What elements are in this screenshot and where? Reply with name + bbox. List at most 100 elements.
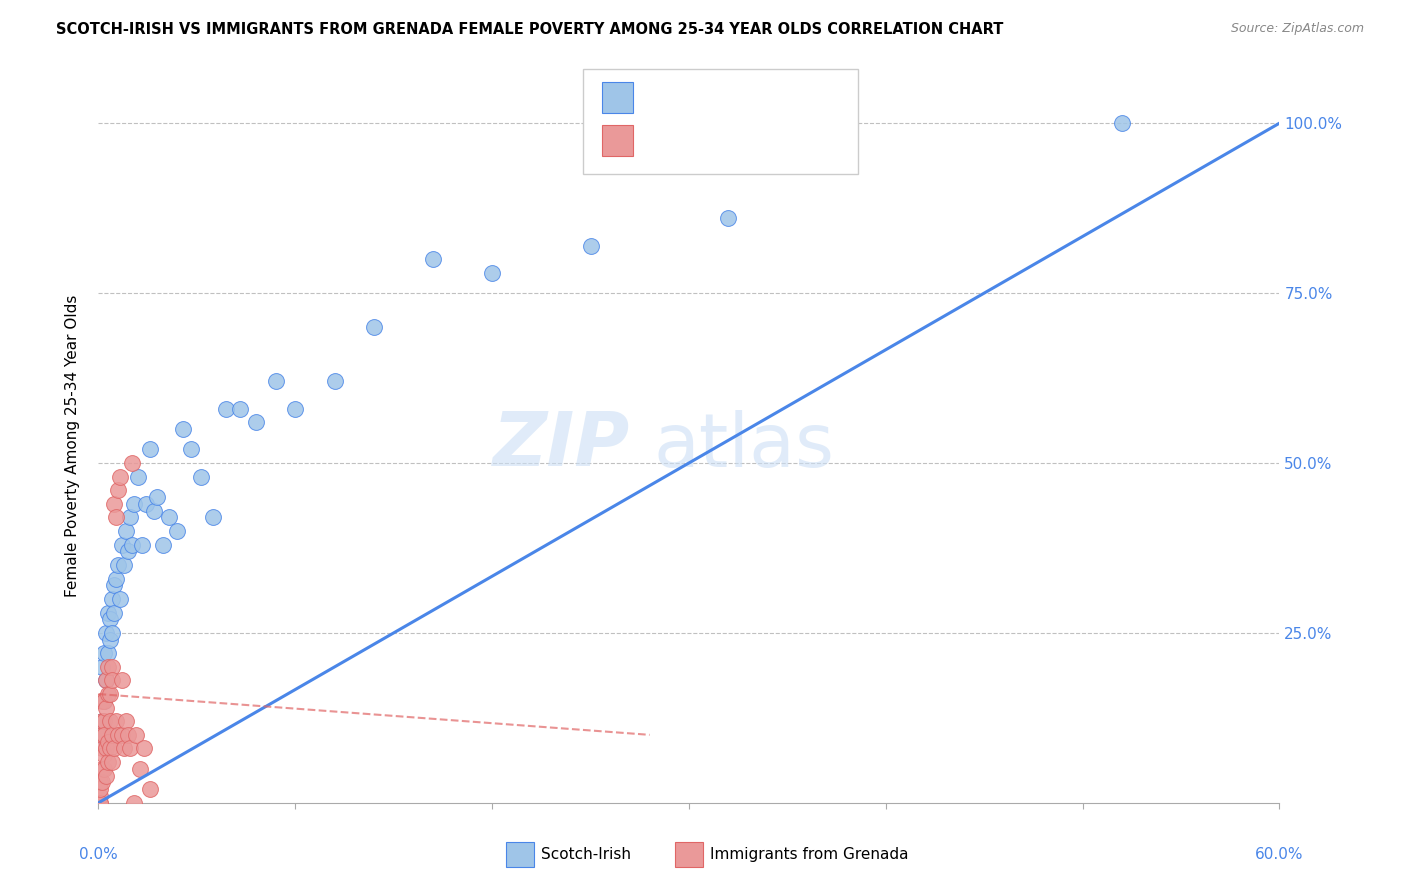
Point: [103, 497, 125, 511]
Point: [108, 469, 131, 483]
Point: [128, 762, 150, 776]
Point: [121, 537, 143, 551]
Point: [96, 626, 118, 640]
Point: [107, 728, 129, 742]
Text: 50: 50: [793, 129, 815, 147]
Point: [89, 728, 111, 742]
Point: [91, 762, 114, 776]
Text: Immigrants from Grenada: Immigrants from Grenada: [710, 847, 908, 862]
Point: [112, 558, 135, 572]
Point: [107, 558, 129, 572]
Text: SCOTCH-IRISH VS IMMIGRANTS FROM GRENADA FEMALE POVERTY AMONG 25-34 YEAR OLDS COR: SCOTCH-IRISH VS IMMIGRANTS FROM GRENADA …: [56, 22, 1004, 37]
Point: [98, 714, 121, 729]
Point: [97, 660, 120, 674]
Point: [101, 591, 124, 606]
Point: [111, 728, 134, 742]
Point: [91, 714, 114, 729]
Point: [180, 442, 202, 457]
Point: [97, 606, 120, 620]
Point: [111, 537, 134, 551]
Text: atlas: atlas: [654, 409, 835, 483]
Point: [91, 741, 114, 756]
Point: [91, 660, 114, 674]
Point: [131, 537, 153, 551]
Point: [91, 694, 114, 708]
Point: [96, 769, 118, 783]
Point: [93, 728, 115, 742]
Point: [98, 741, 121, 756]
Point: [422, 252, 444, 266]
Text: 50: 50: [793, 87, 815, 104]
Point: [117, 544, 139, 558]
Point: [146, 490, 169, 504]
Text: ZIP: ZIP: [492, 409, 630, 483]
Point: [101, 660, 124, 674]
Text: Source: ZipAtlas.com: Source: ZipAtlas.com: [1230, 22, 1364, 36]
Text: 0.662: 0.662: [675, 87, 733, 104]
Point: [118, 510, 141, 524]
Point: [115, 714, 138, 729]
Point: [190, 469, 212, 483]
Point: [166, 524, 188, 538]
Point: [89, 775, 111, 789]
Point: [101, 626, 124, 640]
Point: [103, 578, 125, 592]
Point: [93, 694, 115, 708]
Point: [264, 375, 287, 389]
Point: [101, 755, 124, 769]
Point: [101, 673, 124, 688]
Point: [142, 503, 165, 517]
Point: [89, 796, 111, 810]
Point: [245, 415, 267, 429]
Point: [91, 714, 114, 729]
Text: -0.105: -0.105: [675, 129, 734, 147]
Point: [89, 796, 111, 810]
Point: [152, 537, 174, 551]
Point: [157, 510, 180, 524]
Point: [172, 422, 194, 436]
Point: [89, 782, 111, 797]
Point: [121, 456, 143, 470]
Point: [103, 741, 125, 756]
Point: [363, 320, 385, 334]
Point: [115, 524, 138, 538]
Point: [101, 728, 124, 742]
Text: N =: N =: [740, 87, 787, 104]
Text: R =: R =: [641, 129, 678, 147]
Point: [135, 497, 157, 511]
Point: [93, 748, 115, 763]
Point: [98, 687, 121, 701]
Point: [125, 728, 148, 742]
Text: R =: R =: [641, 87, 678, 104]
Point: [96, 700, 118, 714]
Point: [91, 728, 114, 742]
Point: [96, 673, 118, 688]
Point: [97, 687, 120, 701]
Point: [98, 612, 121, 626]
Point: [138, 782, 160, 797]
Point: [481, 266, 503, 280]
Point: [132, 741, 155, 756]
Point: [717, 211, 740, 226]
Point: [97, 734, 120, 748]
Point: [118, 741, 141, 756]
Point: [108, 591, 131, 606]
Point: [93, 714, 115, 729]
Point: [323, 375, 346, 389]
Point: [107, 483, 129, 498]
Point: [105, 572, 128, 586]
Text: N =: N =: [740, 129, 787, 147]
Point: [284, 401, 307, 416]
Point: [89, 789, 111, 803]
Text: 60.0%: 60.0%: [1256, 847, 1303, 862]
Point: [127, 469, 149, 483]
Point: [96, 741, 118, 756]
Point: [91, 775, 114, 789]
Point: [117, 728, 139, 742]
Point: [201, 510, 224, 524]
Point: [98, 632, 121, 647]
Text: 0.0%: 0.0%: [79, 847, 118, 862]
Point: [215, 401, 238, 416]
Point: [111, 673, 134, 688]
Point: [93, 646, 115, 660]
